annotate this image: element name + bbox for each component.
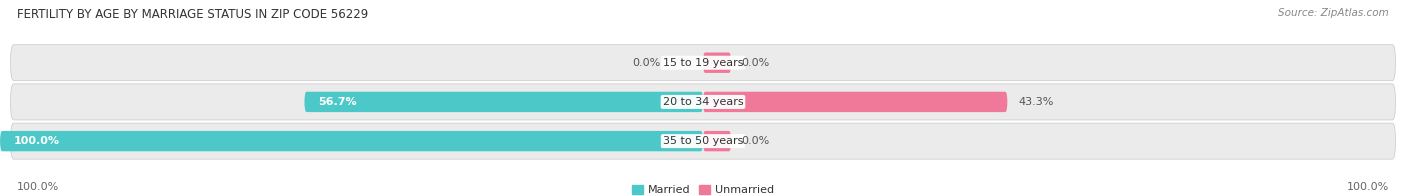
FancyBboxPatch shape xyxy=(10,45,1395,81)
Text: 100.0%: 100.0% xyxy=(1347,182,1389,192)
Text: 20 to 34 years: 20 to 34 years xyxy=(662,97,744,107)
FancyBboxPatch shape xyxy=(703,53,731,73)
FancyBboxPatch shape xyxy=(703,92,1007,112)
FancyBboxPatch shape xyxy=(0,131,703,151)
FancyBboxPatch shape xyxy=(10,123,1395,159)
Text: 35 to 50 years: 35 to 50 years xyxy=(662,136,744,146)
Text: 0.0%: 0.0% xyxy=(742,136,770,146)
FancyBboxPatch shape xyxy=(703,131,731,151)
Legend: Married, Unmarried: Married, Unmarried xyxy=(627,181,779,196)
Text: 43.3%: 43.3% xyxy=(1018,97,1053,107)
FancyBboxPatch shape xyxy=(304,92,703,112)
Text: 100.0%: 100.0% xyxy=(14,136,60,146)
Text: Source: ZipAtlas.com: Source: ZipAtlas.com xyxy=(1278,8,1389,18)
Text: 0.0%: 0.0% xyxy=(742,58,770,68)
Text: 100.0%: 100.0% xyxy=(17,182,59,192)
Text: 0.0%: 0.0% xyxy=(633,58,661,68)
FancyBboxPatch shape xyxy=(10,84,1395,120)
Text: 15 to 19 years: 15 to 19 years xyxy=(662,58,744,68)
Text: 56.7%: 56.7% xyxy=(318,97,357,107)
Text: FERTILITY BY AGE BY MARRIAGE STATUS IN ZIP CODE 56229: FERTILITY BY AGE BY MARRIAGE STATUS IN Z… xyxy=(17,8,368,21)
